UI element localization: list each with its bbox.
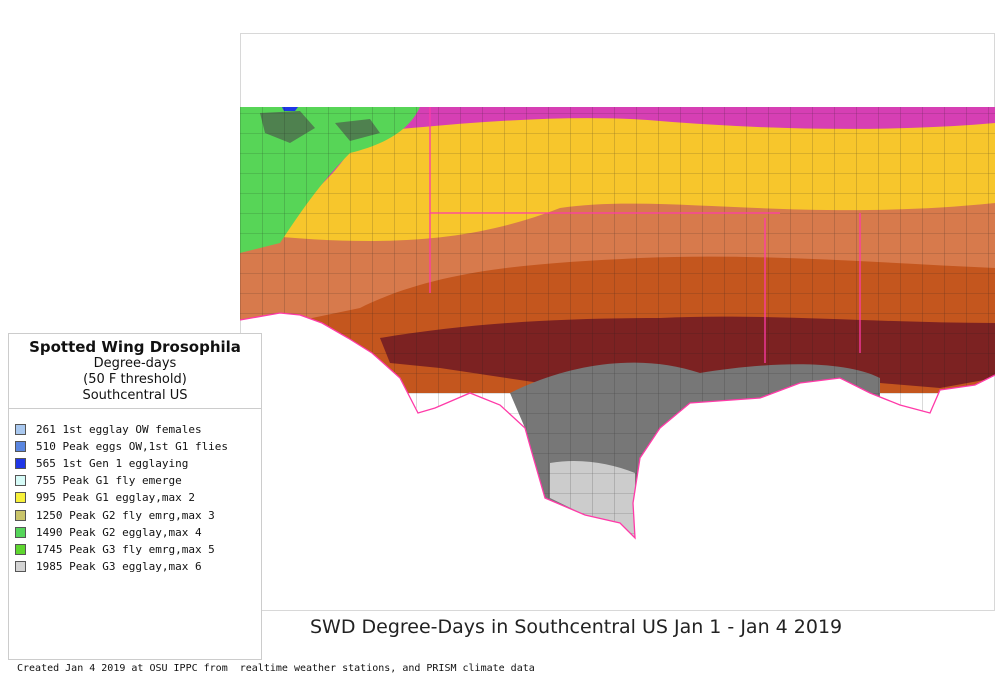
legend-item: 510 Peak eggs OW,1st G1 flies (15, 438, 228, 455)
legend-item: 1250 Peak G2 fly emrg,max 3 (15, 506, 228, 523)
legend-item: 1490 Peak G2 egglay,max 4 (15, 524, 228, 541)
legend-item-label: 1745 Peak G3 fly emrg,max 5 (36, 542, 215, 556)
legend-swatch (15, 509, 26, 521)
map-title: SWD Degree-Days in Southcentral US Jan 1… (310, 616, 843, 638)
legend-subtitle-2: (50 F threshold) (83, 372, 187, 387)
legend-item-label: 995 Peak G1 egglay,max 2 (36, 491, 195, 505)
degree-day-map (240, 107, 995, 540)
legend-item-label: 261 1st egglay OW females (36, 423, 202, 437)
legend-item-label: 755 Peak G1 fly emerge (36, 474, 182, 488)
legend-item-label: 1985 Peak G3 egglay,max 6 (36, 559, 202, 573)
legend-subtitle-1: Degree-days (93, 356, 177, 371)
legend-item: 565 1st Gen 1 egglaying (15, 455, 228, 472)
legend-item: 995 Peak G1 egglay,max 2 (15, 489, 228, 506)
legend-list: 261 1st egglay OW females 510 Peak eggs … (15, 421, 228, 575)
legend-item-label: 565 1st Gen 1 egglaying (36, 457, 189, 471)
legend-item-label: 1490 Peak G2 egglay,max 4 (36, 525, 202, 539)
legend-swatch (15, 475, 26, 487)
legend-swatch (15, 441, 26, 453)
legend-swatch (15, 560, 26, 572)
legend-swatch (15, 492, 26, 504)
legend-item-label: 1250 Peak G2 fly emrg,max 3 (36, 508, 215, 522)
legend-title: Spotted Wing Drosophila (29, 338, 241, 356)
legend-item: 1745 Peak G3 fly emrg,max 5 (15, 541, 228, 558)
footer-credit: Created Jan 4 2019 at OSU IPPC from real… (17, 663, 535, 674)
legend-item: 261 1st egglay OW females (15, 421, 228, 438)
legend-divider (9, 408, 261, 409)
state-boundaries (240, 107, 995, 540)
legend-swatch (15, 458, 26, 470)
legend-item: 1985 Peak G3 egglay,max 6 (15, 558, 228, 575)
legend-swatch (15, 424, 26, 436)
legend-swatch (15, 543, 26, 555)
legend-subtitle-3: Southcentral US (82, 388, 188, 403)
legend-panel: Spotted Wing Drosophila Degree-days (50 … (8, 333, 262, 660)
legend-item: 755 Peak G1 fly emerge (15, 472, 228, 489)
legend-swatch (15, 526, 26, 538)
legend-item-label: 510 Peak eggs OW,1st G1 flies (36, 440, 229, 454)
